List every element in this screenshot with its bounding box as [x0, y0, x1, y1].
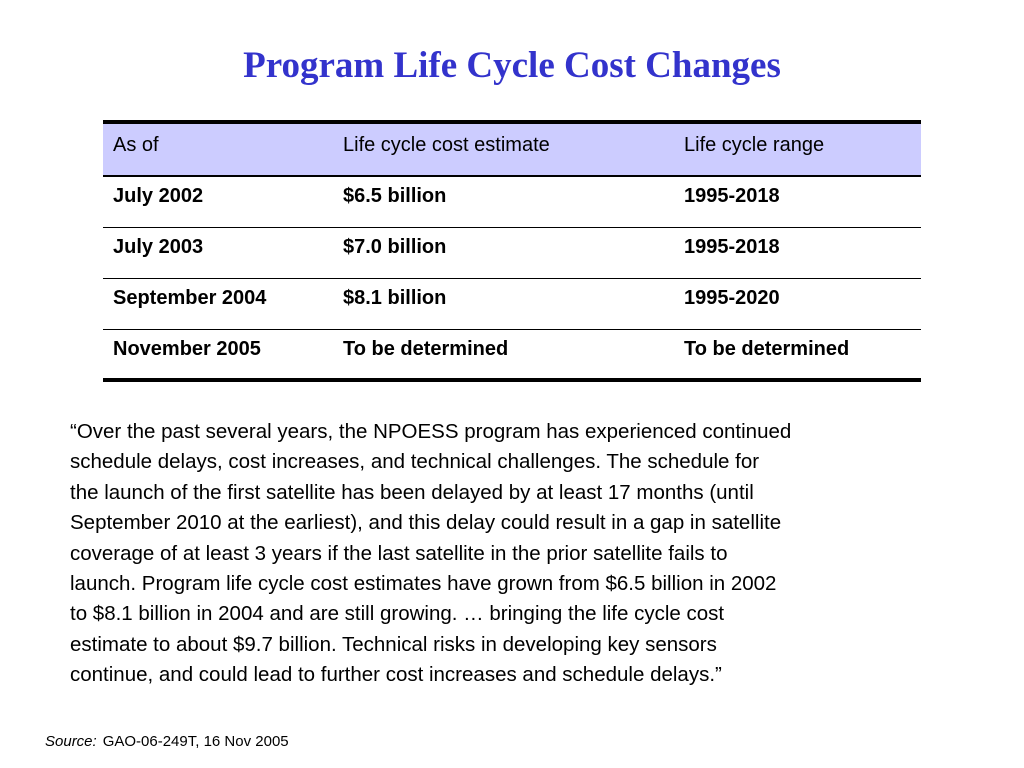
- table-header-row: As of Life cycle cost estimate Life cycl…: [103, 120, 921, 177]
- source-label: Source:: [45, 733, 97, 750]
- source-text: GAO-06-249T, 16 Nov 2005: [102, 733, 289, 750]
- quote-line: schedule delays, cost increases, and tec…: [70, 450, 760, 474]
- quote-line: September 2010 at the earliest), and thi…: [70, 511, 782, 535]
- cell-range: 1995-2018: [674, 176, 921, 228]
- cell-cost-estimate: $6.5 billion: [333, 176, 674, 228]
- source-citation: Source: GAO-06-249T, 16 Nov 2005: [45, 733, 289, 750]
- cell-range: 1995-2018: [674, 227, 921, 279]
- cell-as-of: November 2005: [103, 329, 333, 382]
- table-row: July 2002 $6.5 billion 1995-2018: [103, 176, 921, 228]
- cell-cost-estimate: To be determined: [333, 329, 674, 382]
- header-cost-estimate: Life cycle cost estimate: [333, 120, 674, 177]
- quote-line: launch. Program life cycle cost estimate…: [70, 572, 777, 596]
- table-row: July 2003 $7.0 billion 1995-2018: [103, 227, 921, 279]
- quote-line: continue, and could lead to further cost…: [70, 663, 722, 687]
- cell-as-of: September 2004: [103, 278, 333, 330]
- quote-line: estimate to about $9.7 billion. Technica…: [70, 632, 717, 656]
- cell-as-of: July 2003: [103, 227, 333, 279]
- slide-title: Program Life Cycle Cost Changes: [243, 45, 781, 86]
- cell-cost-estimate: $8.1 billion: [333, 278, 674, 330]
- cell-range: To be determined: [674, 329, 921, 382]
- quote-paragraph: “Over the past several years, the NPOESS…: [70, 417, 990, 691]
- table-row: November 2005 To be determined To be det…: [103, 329, 921, 382]
- quote-line: coverage of at least 3 years if the last…: [70, 541, 728, 565]
- header-as-of: As of: [103, 120, 333, 177]
- quote-line: to $8.1 billion in 2004 and are still gr…: [70, 602, 725, 626]
- cost-table: As of Life cycle cost estimate Life cycl…: [103, 120, 921, 382]
- cell-cost-estimate: $7.0 billion: [333, 227, 674, 279]
- cell-as-of: July 2002: [103, 176, 333, 228]
- table-row: September 2004 $8.1 billion 1995-2020: [103, 278, 921, 330]
- quote-line: “Over the past several years, the NPOESS…: [70, 420, 792, 443]
- header-range: Life cycle range: [674, 120, 921, 177]
- quote-line: the launch of the first satellite has be…: [70, 480, 754, 504]
- cell-range: 1995-2020: [674, 278, 921, 330]
